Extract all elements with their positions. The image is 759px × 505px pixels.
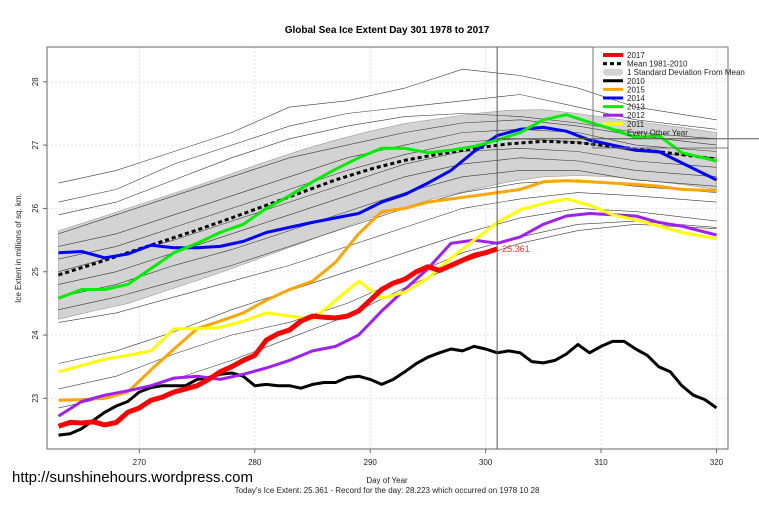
y-tick-label: 27 [31, 140, 40, 149]
background-year-line [58, 170, 717, 298]
legend-box [592, 46, 729, 149]
watermark-url: http://sunshinehours.wordpress.com [12, 469, 253, 486]
series-lines: 25.361 [57, 113, 718, 437]
series-line-2010 [58, 339, 718, 437]
background-year-line [58, 68, 717, 184]
background-year-line [58, 157, 717, 285]
y-tick-label: 23 [31, 393, 40, 402]
legend-label: 2012 [627, 111, 645, 120]
series-line-2013 [57, 113, 717, 300]
y-tick-label: 28 [31, 77, 40, 86]
legend-label: 2011 [627, 120, 645, 129]
background-year-line [58, 119, 717, 235]
background-year-line [58, 94, 717, 203]
background-year-line [58, 192, 717, 323]
y-axis-label: Ice Extent in millions of sq. km. [14, 193, 23, 303]
legend-label: 2013 [627, 103, 645, 112]
end-value-label: 25.361 [502, 244, 530, 254]
legend-label: 2015 [627, 85, 645, 94]
x-axis: 270 280 290 300 310 320 [47, 448, 728, 467]
y-tick-label: 24 [31, 330, 40, 339]
series-line-2011 [58, 197, 717, 374]
legend-swatch-band [603, 68, 623, 76]
x-tick-label: 320 [710, 458, 724, 467]
legend-label: 1 Standard Deviation From Mean [627, 68, 745, 77]
legend-label: 2014 [627, 94, 645, 103]
series-line-2015 [58, 179, 717, 402]
y-tick-label: 25 [31, 267, 40, 276]
x-tick-label: 300 [479, 458, 493, 467]
x-axis-label: Day of Year [366, 476, 408, 485]
x-tick-label: 270 [133, 458, 147, 467]
x-tick-label: 280 [248, 458, 262, 467]
reference-lines [496, 47, 759, 449]
y-tick-label: 26 [31, 203, 40, 212]
legend-label: 2017 [627, 51, 645, 60]
x-tick-label: 310 [594, 458, 608, 467]
footnote: Today's Ice Extent: 25.361 - Record for … [235, 486, 540, 495]
x-tick-label: 290 [364, 458, 378, 467]
series-line-2017 [57, 246, 498, 429]
background-year-line [58, 208, 717, 364]
legend-label: Every Other Year [627, 128, 688, 137]
y-axis: 23 24 25 26 27 28 [31, 77, 47, 403]
background-year-line [58, 113, 717, 216]
legend-label: Mean 1981-2010 [627, 60, 688, 69]
series-line-2012 [57, 212, 717, 418]
legend-label: 2010 [627, 77, 645, 86]
mean-1981-2010-line [58, 139, 717, 277]
background-year-line [58, 147, 717, 272]
chart-title: Global Sea Ice Extent Day 301 1978 to 20… [285, 25, 490, 36]
series-line-2014 [58, 125, 718, 260]
mean-line [58, 139, 717, 277]
